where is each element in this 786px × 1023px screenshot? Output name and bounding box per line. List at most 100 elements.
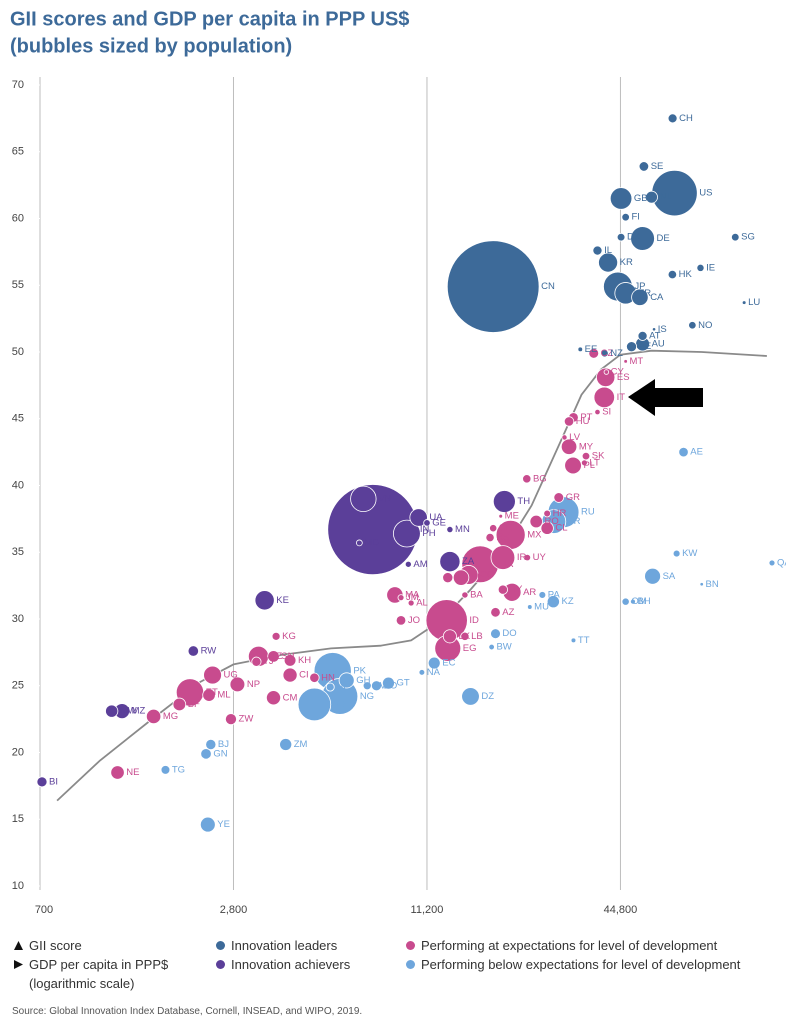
data-label: YE xyxy=(217,819,230,830)
y-tick-label: 15 xyxy=(12,813,24,825)
bubble xyxy=(731,232,740,242)
bubble xyxy=(418,669,426,676)
bubble xyxy=(172,697,187,712)
legend-item: Performing below expectations for level … xyxy=(406,955,740,974)
bubble xyxy=(229,676,246,693)
data-label: HU xyxy=(576,416,590,427)
data-label: ZA xyxy=(462,556,475,567)
bubble xyxy=(489,524,498,533)
source: Source: Global Innovation Index Database… xyxy=(12,1006,363,1017)
grid: 700 2,800 11,200 44,800 10 15 20 25 30 35 40 45 50 55… xyxy=(12,77,637,916)
legend-label: Innovation achievers xyxy=(231,957,351,972)
data-label: CN xyxy=(541,281,555,292)
bubble xyxy=(266,690,282,706)
bubble xyxy=(696,263,705,272)
data-label: AU xyxy=(652,339,665,350)
data-label: GE xyxy=(432,517,446,528)
chart-subtitle: (bubbles sized by population) xyxy=(10,35,292,57)
bubble xyxy=(688,321,697,330)
legend-label: Performing at expectations for level of … xyxy=(421,938,718,953)
y-tick-label: 10 xyxy=(12,880,24,892)
data-label: EG xyxy=(463,643,477,654)
x-tick-label: 700 xyxy=(35,904,53,916)
y-tick-label: 30 xyxy=(12,613,24,625)
data-label: BI xyxy=(49,776,58,787)
bubble xyxy=(279,738,293,751)
bubble xyxy=(395,615,407,626)
bubble xyxy=(638,161,650,172)
bubble xyxy=(407,599,415,607)
data-label: JO xyxy=(408,615,420,626)
bubble xyxy=(667,113,678,124)
data-label: PA xyxy=(548,589,561,600)
bubble xyxy=(202,688,216,702)
bubble xyxy=(350,485,377,513)
bubble xyxy=(393,519,421,548)
triangle-icon xyxy=(14,960,23,969)
data-label: TJ xyxy=(263,656,274,667)
y-tick-label: 60 xyxy=(12,212,24,224)
bubble xyxy=(596,367,616,387)
bubble xyxy=(251,656,262,667)
bubble xyxy=(200,748,212,760)
data-label: NP xyxy=(247,679,260,690)
data-label: NZ xyxy=(610,348,623,359)
data-label: CY xyxy=(611,367,625,378)
data-label: LK xyxy=(458,631,470,642)
data-label: PL xyxy=(583,460,595,471)
data-label: PH xyxy=(422,528,435,539)
bubble xyxy=(577,346,584,353)
bubble xyxy=(593,386,615,409)
bubble xyxy=(267,650,280,663)
data-label: HN xyxy=(321,672,335,683)
data-label: ML xyxy=(217,690,230,701)
data-label: EC xyxy=(442,658,455,669)
data-label: MY xyxy=(579,441,594,452)
bubble xyxy=(631,288,649,306)
legend-swatch xyxy=(406,960,415,969)
data-label: BA xyxy=(470,589,483,600)
bubble xyxy=(621,597,630,606)
data-label: MX xyxy=(527,529,542,540)
data-label: KG xyxy=(282,631,296,642)
data-label: BN xyxy=(706,579,719,590)
bubble xyxy=(523,553,532,562)
data-label: TG xyxy=(172,764,185,775)
data-label: TN xyxy=(455,572,468,583)
bubble xyxy=(609,187,633,210)
data-label: TR xyxy=(568,516,581,527)
bubble xyxy=(497,584,509,595)
y-tick-label: 35 xyxy=(12,546,24,558)
bubble xyxy=(427,656,441,670)
data-label: GB xyxy=(634,193,648,204)
bubble-layer xyxy=(36,113,776,833)
bubble xyxy=(630,226,655,251)
legend-item: GII score xyxy=(14,936,82,955)
y-tick-label: 25 xyxy=(12,680,24,692)
data-label: TH xyxy=(517,496,530,507)
bubble xyxy=(397,594,405,602)
bubble xyxy=(560,438,578,455)
data-label: HK xyxy=(679,269,693,280)
bubble xyxy=(644,567,661,585)
data-label: JP xyxy=(634,281,645,292)
bubble xyxy=(699,582,704,587)
bubble xyxy=(538,591,547,599)
legend-label: Innovation leaders xyxy=(231,938,338,953)
data-label: QA xyxy=(777,557,786,568)
data-label: AL xyxy=(416,597,428,608)
data-label: AZ xyxy=(502,607,514,618)
data-label: NE xyxy=(126,767,139,778)
data-label: CM xyxy=(283,692,298,703)
bubble xyxy=(598,252,619,273)
data-label: RO xyxy=(544,516,558,527)
data-label: DO xyxy=(502,628,516,639)
bubble xyxy=(490,607,501,618)
bubble xyxy=(561,434,568,441)
data-label: BE xyxy=(639,341,652,352)
data-label: ES xyxy=(617,372,630,383)
data-label: OM xyxy=(631,596,646,607)
bubble xyxy=(205,738,217,751)
bubble xyxy=(355,539,363,547)
